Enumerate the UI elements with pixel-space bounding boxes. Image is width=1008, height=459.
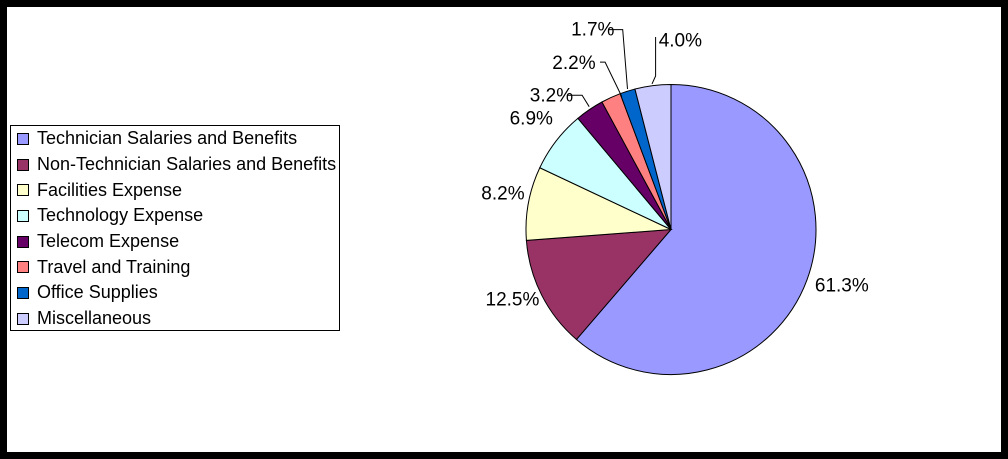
svg-text:1.7%: 1.7% [571,20,614,41]
svg-text:8.2%: 8.2% [481,183,524,204]
svg-text:6.9%: 6.9% [510,108,553,129]
svg-text:4.0%: 4.0% [659,31,702,52]
svg-text:3.2%: 3.2% [530,86,573,107]
svg-text:61.3%: 61.3% [815,276,869,297]
svg-text:2.2%: 2.2% [552,53,595,74]
svg-text:12.5%: 12.5% [486,290,540,311]
